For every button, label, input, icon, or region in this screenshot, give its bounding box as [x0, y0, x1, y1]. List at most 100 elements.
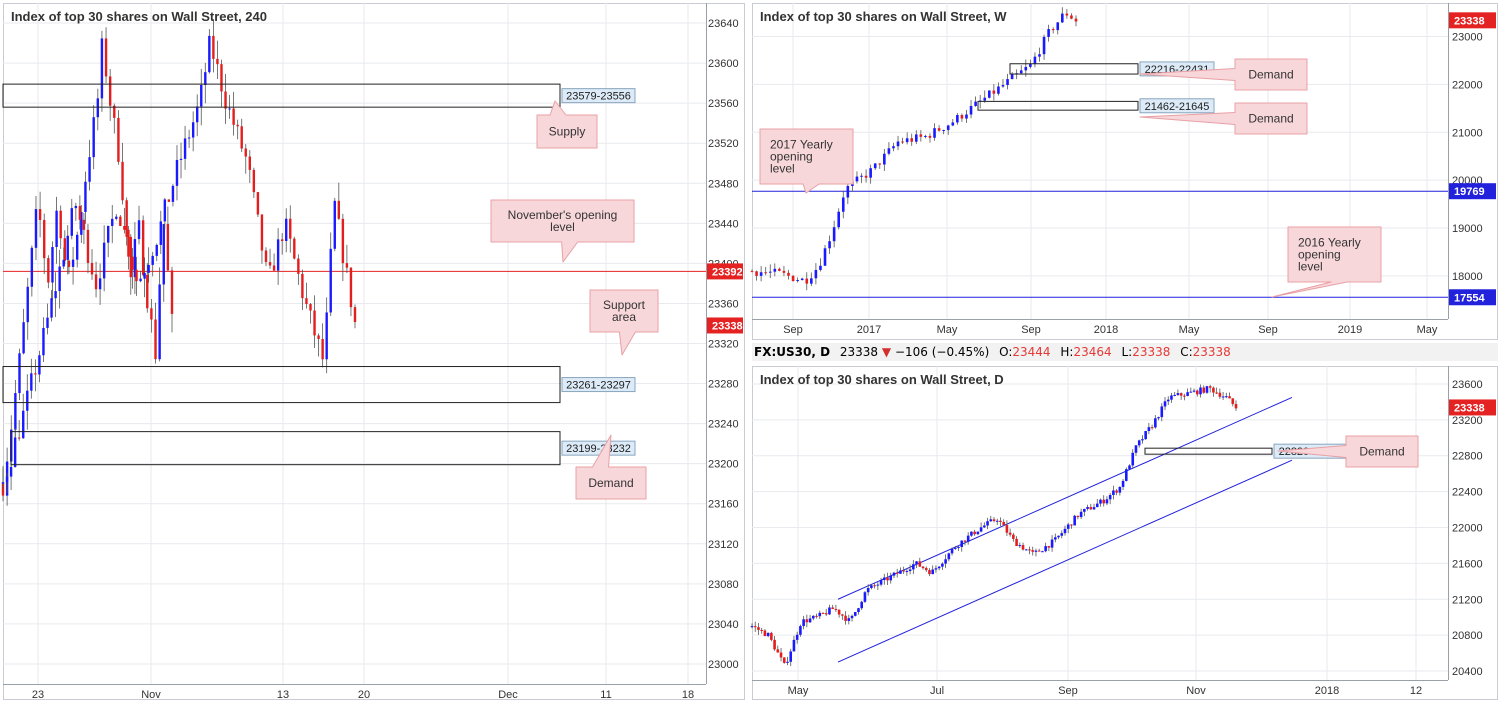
candle-up — [1033, 56, 1037, 64]
candle-up — [143, 272, 146, 279]
candle-down — [268, 262, 272, 266]
candle-up — [768, 271, 772, 273]
candle-down — [1102, 499, 1106, 504]
candle-up — [102, 242, 106, 279]
candle-down — [104, 38, 108, 77]
candle-down — [815, 615, 818, 617]
candle-up — [879, 580, 883, 585]
x-tick-label: May — [937, 324, 958, 336]
candles-group — [750, 384, 1238, 666]
candle-up — [995, 520, 999, 522]
x-tick-label: Nov — [1186, 685, 1206, 697]
candle-down — [67, 260, 71, 267]
y-tick-label: 22800 — [1452, 451, 1483, 463]
y-tick-label: 23560 — [708, 98, 739, 110]
candle-down — [43, 220, 46, 259]
candle-up — [946, 125, 950, 131]
candle-up — [819, 265, 822, 270]
chart-title: Index of top 30 shares on Wall Street, D — [760, 372, 1004, 387]
candle-up — [800, 278, 804, 281]
candle-down — [146, 274, 149, 309]
candle-down — [121, 161, 124, 201]
x-tick-label: 23 — [32, 689, 44, 701]
candle-down — [1215, 392, 1218, 394]
candle-up — [151, 255, 154, 265]
candle-up — [808, 618, 812, 623]
candle-down — [317, 335, 320, 340]
candle-down — [119, 216, 122, 226]
candle-up — [1060, 533, 1064, 536]
candle-up — [828, 607, 831, 615]
callout-bubble — [1271, 226, 1382, 298]
candle-down — [763, 630, 767, 637]
chart-panel-3: 20400 20800 21200 21600 22000 22400 22800 23200… — [750, 366, 1498, 700]
symbol-label[interactable]: FX:US30, D — [754, 345, 831, 359]
candle-up — [970, 531, 973, 536]
level-tag-label: 19769 — [1454, 186, 1485, 198]
callout-text: 2016 Yearly — [1298, 236, 1361, 250]
candle-up — [14, 393, 17, 430]
candle-down — [886, 577, 889, 581]
candle-down — [1089, 507, 1093, 510]
candle-down — [1028, 549, 1031, 551]
candle-down — [776, 649, 780, 653]
candle-down — [779, 652, 783, 658]
candle-up — [22, 322, 25, 354]
candle-up — [795, 634, 799, 640]
y-tick-label: 23200 — [1452, 415, 1483, 427]
candle-up — [1112, 490, 1115, 496]
candle-up — [1050, 539, 1054, 548]
candle-down — [1183, 395, 1186, 397]
candle-up — [1056, 22, 1060, 31]
candle-down — [960, 115, 964, 119]
candle-up — [111, 218, 114, 226]
candle-up — [26, 286, 29, 323]
callout-text: level — [1298, 260, 1323, 274]
candle-down — [910, 138, 914, 142]
candle-up — [133, 239, 137, 278]
candle-up — [1166, 399, 1170, 402]
callout-text: 2017 Yearly — [770, 138, 833, 152]
candle-up — [137, 220, 141, 240]
candle-down — [834, 608, 838, 610]
candle-down — [873, 585, 876, 587]
candle-up — [870, 585, 873, 588]
x-tick-label: Jul — [930, 685, 944, 697]
candle-up — [1095, 503, 1099, 508]
candle-up — [1173, 394, 1176, 396]
candle-down — [770, 632, 773, 640]
candle-up — [147, 264, 150, 273]
candle-down — [272, 265, 276, 271]
candle-up — [863, 592, 867, 602]
callout-text: Demand — [1248, 112, 1293, 126]
x-tick-label: Dec — [498, 689, 518, 701]
candle-up — [204, 72, 207, 86]
candle-up — [98, 278, 102, 290]
candle-up — [892, 572, 896, 576]
callout: Supply — [536, 100, 598, 149]
callout-text: Supply — [549, 125, 586, 139]
candle-up — [187, 137, 191, 139]
callout-bubble — [1139, 102, 1308, 135]
candle-down — [220, 64, 223, 92]
zone-box — [1009, 63, 1139, 75]
callout-text: Support — [603, 298, 646, 312]
last-price-label: 23338 — [1454, 15, 1485, 27]
candle-down — [59, 210, 62, 239]
candle-up — [1010, 74, 1014, 80]
candle-up — [860, 175, 863, 177]
candle-down — [1202, 387, 1206, 393]
level-tag — [1449, 289, 1496, 306]
candle-up — [934, 568, 938, 570]
x-tick-label: 13 — [277, 689, 289, 701]
candle-up — [1099, 499, 1102, 504]
callout-text: Demand — [1359, 445, 1404, 459]
candle-down — [918, 561, 922, 567]
y-tick-label: 23160 — [708, 499, 739, 511]
level-tag-label: 17554 — [1454, 292, 1485, 304]
candle-up — [1063, 528, 1067, 534]
candle-up — [983, 525, 986, 528]
candle-down — [787, 272, 790, 276]
candle-up — [997, 86, 1000, 94]
